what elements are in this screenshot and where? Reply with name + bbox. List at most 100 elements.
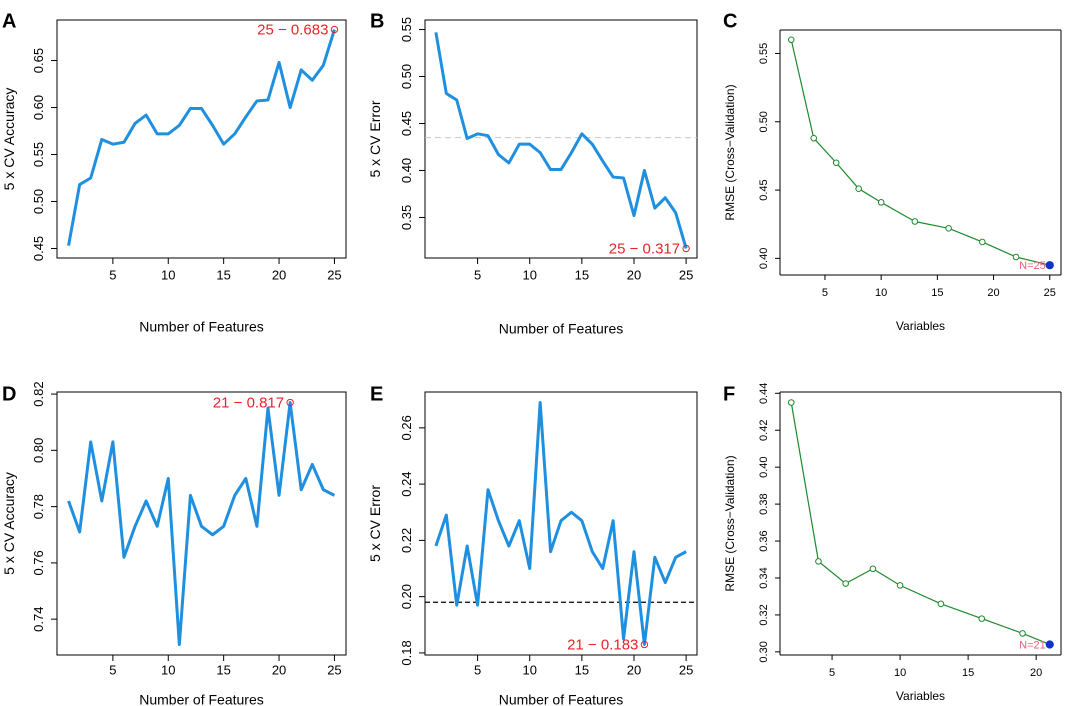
best-label: N=21 <box>1019 639 1046 651</box>
y-tick-label: 0.40 <box>399 158 414 183</box>
x-tick-label: 20 <box>272 662 286 677</box>
plot-frame <box>424 391 698 656</box>
x-tick-label: 10 <box>161 267 175 282</box>
y-tick-label: 0.18 <box>399 640 414 665</box>
y-tick-label: 0.65 <box>31 48 46 73</box>
x-axis-title: Number of Features <box>499 321 624 337</box>
series-line <box>790 39 1050 266</box>
y-tick-label: 0.78 <box>31 494 46 519</box>
data-point <box>787 399 795 406</box>
data-point <box>810 134 818 142</box>
y-axis-title: 5 x CV Accuracy <box>1 88 17 191</box>
x-tick-label: 5 <box>474 267 481 282</box>
data-point <box>1019 630 1026 637</box>
y-tick-label: 0.34 <box>758 567 770 588</box>
x-tick-label: 25 <box>1044 287 1056 299</box>
x-tick-label: 20 <box>627 267 641 282</box>
best-label: 25 − 0.683 <box>257 21 328 38</box>
data-point <box>832 159 840 167</box>
y-axis-title: 5 x CV Error <box>367 100 383 177</box>
x-tick-label: 20 <box>272 267 286 282</box>
x-tick-label: 15 <box>575 662 589 677</box>
panel-D: D 5 10 15 20 25 0.74 0.76 0.78 0.80 0.82 Number of … <box>1 381 347 706</box>
best-label: 25 − 0.317 <box>609 240 680 257</box>
best-point <box>682 244 690 253</box>
x-axis-title: Number of Features <box>139 319 264 335</box>
data-point <box>787 36 795 44</box>
x-tick-label: 10 <box>522 662 536 677</box>
data-point <box>869 565 877 573</box>
y-tick-label: 0.45 <box>399 111 414 136</box>
data-point <box>815 558 822 565</box>
best-point <box>1045 640 1054 649</box>
best-label: 21 − 0.817 <box>213 394 284 411</box>
y-tick-label: 0.82 <box>31 381 46 406</box>
best-point <box>1045 261 1054 270</box>
y-tick-label: 0.50 <box>399 64 414 89</box>
plot-frame <box>56 19 347 259</box>
y-tick-label: 0.76 <box>31 550 46 575</box>
x-axis-title: Variables <box>896 689 945 703</box>
panel-F: F 5 10 15 20 0.30 0.32 0.34 0.36 0.38 0.40 0.42 0.44… <box>723 383 1062 703</box>
plot-frame <box>424 19 698 259</box>
y-tick-label: 0.80 <box>31 438 46 463</box>
series-line <box>790 402 1050 646</box>
y-tick-label: 0.30 <box>758 641 770 662</box>
x-tick-label: 10 <box>875 287 887 299</box>
panel-A: A 5 10 15 20 25 0.45 0.50 0.55 0.60 0.65 Number of … <box>1 10 347 335</box>
y-tick-label: 0.50 <box>31 189 46 214</box>
data-point <box>945 225 952 232</box>
x-tick-label: 5 <box>829 667 835 679</box>
x-tick-label: 25 <box>327 662 341 677</box>
x-tick-label: 10 <box>894 667 906 679</box>
panel-C: C 5 10 15 20 25 0.40 0.45 0.50 0.55 Variables RMSE … <box>723 10 1062 333</box>
data-point <box>1012 253 1020 261</box>
x-tick-label: 15 <box>216 662 230 677</box>
x-tick-label: 10 <box>161 662 175 677</box>
best-point <box>286 398 294 407</box>
series-line <box>67 29 336 246</box>
plot-frame <box>56 391 347 656</box>
y-tick-label: 0.38 <box>758 493 770 514</box>
y-tick-label: 0.74 <box>31 607 46 632</box>
y-tick-label: 0.35 <box>399 205 414 230</box>
series-line <box>67 401 336 646</box>
x-tick-label: 15 <box>216 267 230 282</box>
y-tick-label: 0.45 <box>31 236 46 261</box>
data-point <box>842 580 849 587</box>
y-tick-label: 0.50 <box>758 111 770 132</box>
y-tick-label: 0.22 <box>399 528 414 553</box>
y-tick-label: 0.42 <box>758 420 770 441</box>
y-tick-label: 0.55 <box>31 142 46 167</box>
y-tick-label: 0.20 <box>399 584 414 609</box>
x-tick-label: 15 <box>931 287 943 299</box>
panel-label: A <box>2 10 16 32</box>
y-tick-label: 0.55 <box>399 17 414 42</box>
x-tick-label: 5 <box>109 267 116 282</box>
y-tick-label: 0.26 <box>399 415 414 440</box>
x-tick-label: 25 <box>679 267 693 282</box>
x-tick-label: 20 <box>627 662 641 677</box>
best-point <box>330 25 339 34</box>
data-point <box>978 615 986 622</box>
best-label: 21 − 0.183 <box>567 636 638 653</box>
best-point <box>640 640 649 649</box>
panel-label: D <box>2 383 16 405</box>
x-axis-title: Number of Features <box>139 692 264 706</box>
x-tick-label: 25 <box>327 267 341 282</box>
y-axis-title: 5 x CV Accuracy <box>1 472 17 575</box>
x-tick-label: 20 <box>1030 667 1042 679</box>
x-tick-label: 20 <box>987 287 999 299</box>
x-tick-label: 5 <box>109 662 116 677</box>
x-tick-label: 25 <box>679 662 693 677</box>
x-tick-label: 15 <box>962 667 974 679</box>
x-tick-label: 5 <box>822 287 828 299</box>
y-tick-label: 0.55 <box>758 43 770 64</box>
data-point <box>877 199 885 206</box>
y-tick-label: 0.24 <box>399 471 414 496</box>
panel-E: E 5 10 15 20 25 0.18 0.20 0.22 0.24 0.26 Number of … <box>367 383 698 706</box>
y-tick-label: 0.40 <box>758 248 770 269</box>
y-tick-label: 0.40 <box>758 456 770 477</box>
panel-label: E <box>370 383 383 405</box>
